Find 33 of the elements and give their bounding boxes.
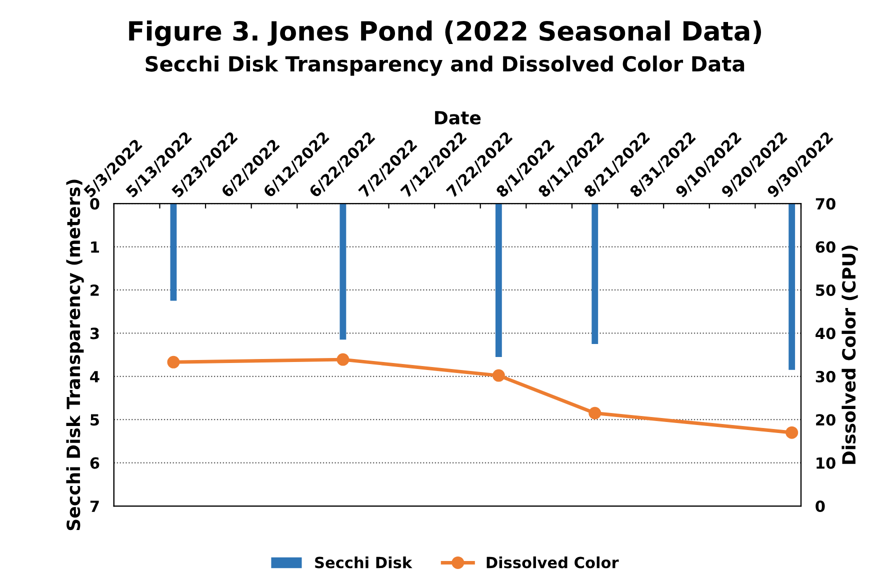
y2-axis-title: Dissolved Color (CPU) <box>842 246 858 464</box>
y2-tick-label: 70 <box>816 198 836 210</box>
y2-tick-label: 10 <box>816 457 836 469</box>
bar <box>592 204 598 344</box>
y2-tick-label: 40 <box>816 328 836 340</box>
y-axis-title: Secchi Disk Transparency (meters) <box>66 180 84 530</box>
x-axis-title: Date <box>435 111 481 125</box>
y-tick-label: 6 <box>90 457 100 469</box>
y-tick-label: 2 <box>90 284 99 296</box>
y-tick-label: 7 <box>90 500 99 512</box>
chart-title: Figure 3. Jones Pond (2022 Seasonal Data) <box>129 20 762 46</box>
chart-subtitle: Secchi Disk Transparency and Dissolved Color Data <box>146 56 744 76</box>
point <box>492 369 505 382</box>
y2-tick-label: 30 <box>816 370 836 382</box>
point <box>786 426 798 439</box>
legend-label: Dissolved Color <box>486 556 619 568</box>
y2-tick-label: 0 <box>816 500 825 512</box>
point <box>336 353 350 366</box>
y2-tick-label: 50 <box>816 284 836 296</box>
y-tick-label: 1 <box>91 241 99 253</box>
bar <box>340 204 346 340</box>
y-tick-label: 3 <box>90 328 99 340</box>
bar <box>788 204 796 370</box>
y-tick-label: 5 <box>90 414 99 426</box>
point <box>167 356 180 368</box>
point <box>588 406 602 420</box>
y-tick-label: 4 <box>90 371 100 382</box>
y2-tick-label: 20 <box>816 414 836 426</box>
bar <box>495 204 502 357</box>
bar <box>170 204 177 301</box>
legend-label: Secchi Disk <box>315 556 412 568</box>
y2-tick-label: 60 <box>816 241 836 253</box>
y-tick-label: 0 <box>90 198 100 210</box>
